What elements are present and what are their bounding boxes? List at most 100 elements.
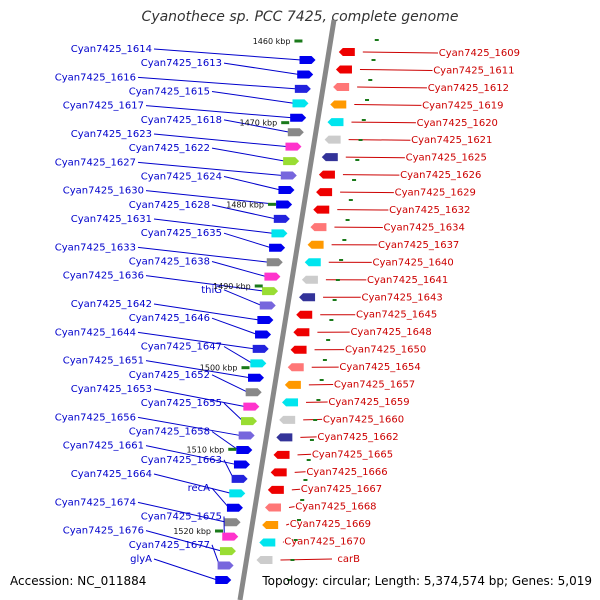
forward-gene-feature [285, 142, 302, 151]
reverse-gene-leader [291, 488, 301, 491]
forward-gene-leader [145, 275, 265, 292]
reverse-gene-leader [362, 51, 439, 54]
reverse-gene-leader [300, 436, 317, 438]
forward-gene-leader [211, 317, 258, 335]
reverse-gene-leader [359, 69, 433, 71]
reverse-gene-label: Cyan7425_1609 [439, 48, 520, 59]
forward-gene-label: recA [188, 483, 211, 494]
forward-gene-feature [215, 576, 232, 584]
forward-gene-leader [145, 445, 237, 465]
kbp-marker-label: 1470 kbp [239, 119, 277, 128]
reverse-gene-feature [282, 398, 299, 407]
forward-gene-feature [222, 532, 239, 541]
forward-gene-feature [299, 56, 316, 64]
forward-gene-feature [231, 474, 248, 483]
forward-gene-label: Cyan7425_1633 [55, 242, 136, 253]
reverse-gene-leader [351, 121, 416, 124]
reverse-gene-label: Cyan7425_1612 [428, 83, 509, 94]
forward-gene-feature [283, 157, 300, 166]
forward-gene-feature [233, 460, 250, 469]
reverse-gene-leader [357, 86, 427, 89]
forward-gene-leader [223, 289, 262, 307]
reverse-gene-label: Cyan7425_1667 [301, 484, 382, 495]
forward-gene-label: Cyan7425_1652 [129, 370, 210, 381]
forward-gene-leader [153, 303, 260, 321]
forward-gene-leader [137, 501, 227, 523]
forward-gene-label: Cyan7425_1647 [141, 342, 222, 353]
reverse-gene-feature [276, 433, 293, 442]
reverse-gene-feature [262, 520, 279, 529]
forward-gene-label: Cyan7425_1664 [71, 469, 152, 480]
forward-gene-label: Cyan7425_1630 [63, 186, 144, 197]
forward-gene-feature [240, 417, 257, 426]
forward-gene-label: thiG [201, 285, 222, 296]
forward-gene-label: Cyan7425_1646 [129, 313, 210, 324]
forward-gene-leader [153, 558, 218, 581]
forward-gene-leader [137, 76, 297, 90]
reverse-gene-feature [273, 450, 290, 459]
kbp-marker-label: 1460 kbp [253, 37, 291, 46]
reverse-gene-leader [294, 471, 306, 473]
forward-gene-label: Cyan7425_1635 [141, 228, 222, 239]
forward-gene-label: Cyan7425_1624 [141, 172, 222, 183]
forward-gene-leader [153, 473, 232, 494]
forward-gene-label: Cyan7425_1631 [71, 214, 152, 225]
reverse-gene-leader [354, 104, 422, 106]
reverse-gene-feature [296, 310, 313, 319]
forward-gene-feature [229, 489, 246, 498]
forward-gene-leader [153, 388, 246, 408]
reverse-gene-label: Cyan7425_1632 [389, 205, 470, 216]
forward-gene-label: Cyan7425_1627 [55, 157, 136, 168]
forward-gene-feature [217, 561, 234, 570]
forward-gene-feature [226, 503, 243, 512]
forward-gene-label: Cyan7425_1653 [71, 384, 152, 395]
reverse-gene-label: Cyan7425_1668 [295, 502, 376, 513]
forward-gene-feature [248, 373, 265, 382]
forward-gene-leader [145, 105, 293, 119]
reverse-gene-label: Cyan7425_1662 [317, 432, 398, 443]
forward-gene-leader [153, 133, 288, 148]
reverse-gene-feature [270, 468, 287, 477]
kbp-marker-label: 1520 kbp [173, 527, 211, 536]
forward-gene-feature [287, 128, 304, 137]
forward-gene-feature [273, 214, 290, 223]
forward-gene-leader [211, 261, 267, 278]
reverse-gene-feature [327, 118, 344, 127]
reverse-gene-label: Cyan7425_1634 [384, 222, 465, 233]
reverse-gene-feature [267, 485, 284, 494]
forward-gene-label: Cyan7425_1615 [129, 87, 210, 98]
forward-gene-label: Cyan7425_1617 [63, 101, 144, 112]
reverse-gene-leader [297, 453, 312, 456]
forward-gene-label: Cyan7425_1618 [141, 115, 222, 126]
forward-gene-feature [252, 344, 269, 353]
reverse-gene-label: Cyan7425_1640 [373, 257, 454, 268]
reverse-gene-label: Cyan7425_1666 [306, 467, 387, 478]
reverse-gene-feature [264, 503, 281, 512]
forward-gene-label: Cyan7425_1616 [55, 72, 136, 83]
reverse-gene-feature [313, 205, 330, 214]
reverse-gene-feature [293, 328, 310, 337]
forward-gene-leader [211, 374, 248, 393]
reverse-gene-label: Cyan7425_1669 [290, 519, 371, 530]
genome-stats-text: Topology: circular; Length: 5,374,574 bp… [262, 574, 592, 588]
reverse-gene-label: Cyan7425_1643 [361, 292, 442, 303]
reverse-gene-label: Cyan7425_1626 [400, 170, 481, 181]
forward-gene-feature [276, 200, 293, 209]
forward-gene-label: Cyan7425_1613 [141, 58, 222, 69]
forward-gene-leader [153, 218, 274, 234]
reverse-gene-feature [301, 275, 318, 284]
reverse-gene-feature [259, 538, 276, 547]
forward-gene-feature [280, 171, 297, 180]
forward-gene-feature [264, 272, 281, 281]
reverse-gene-label: Cyan7425_1625 [406, 153, 487, 164]
forward-gene-feature [269, 243, 286, 252]
forward-gene-feature [294, 84, 311, 93]
forward-gene-label: Cyan7425_1622 [129, 143, 210, 154]
reverse-gene-label: Cyan7425_1650 [345, 345, 426, 356]
forward-gene-leader [223, 346, 253, 364]
forward-gene-leader [145, 360, 251, 379]
reverse-gene-feature [310, 223, 327, 232]
forward-gene-leader [211, 91, 295, 104]
kbp-marker-label: 1490 kbp [213, 282, 251, 291]
